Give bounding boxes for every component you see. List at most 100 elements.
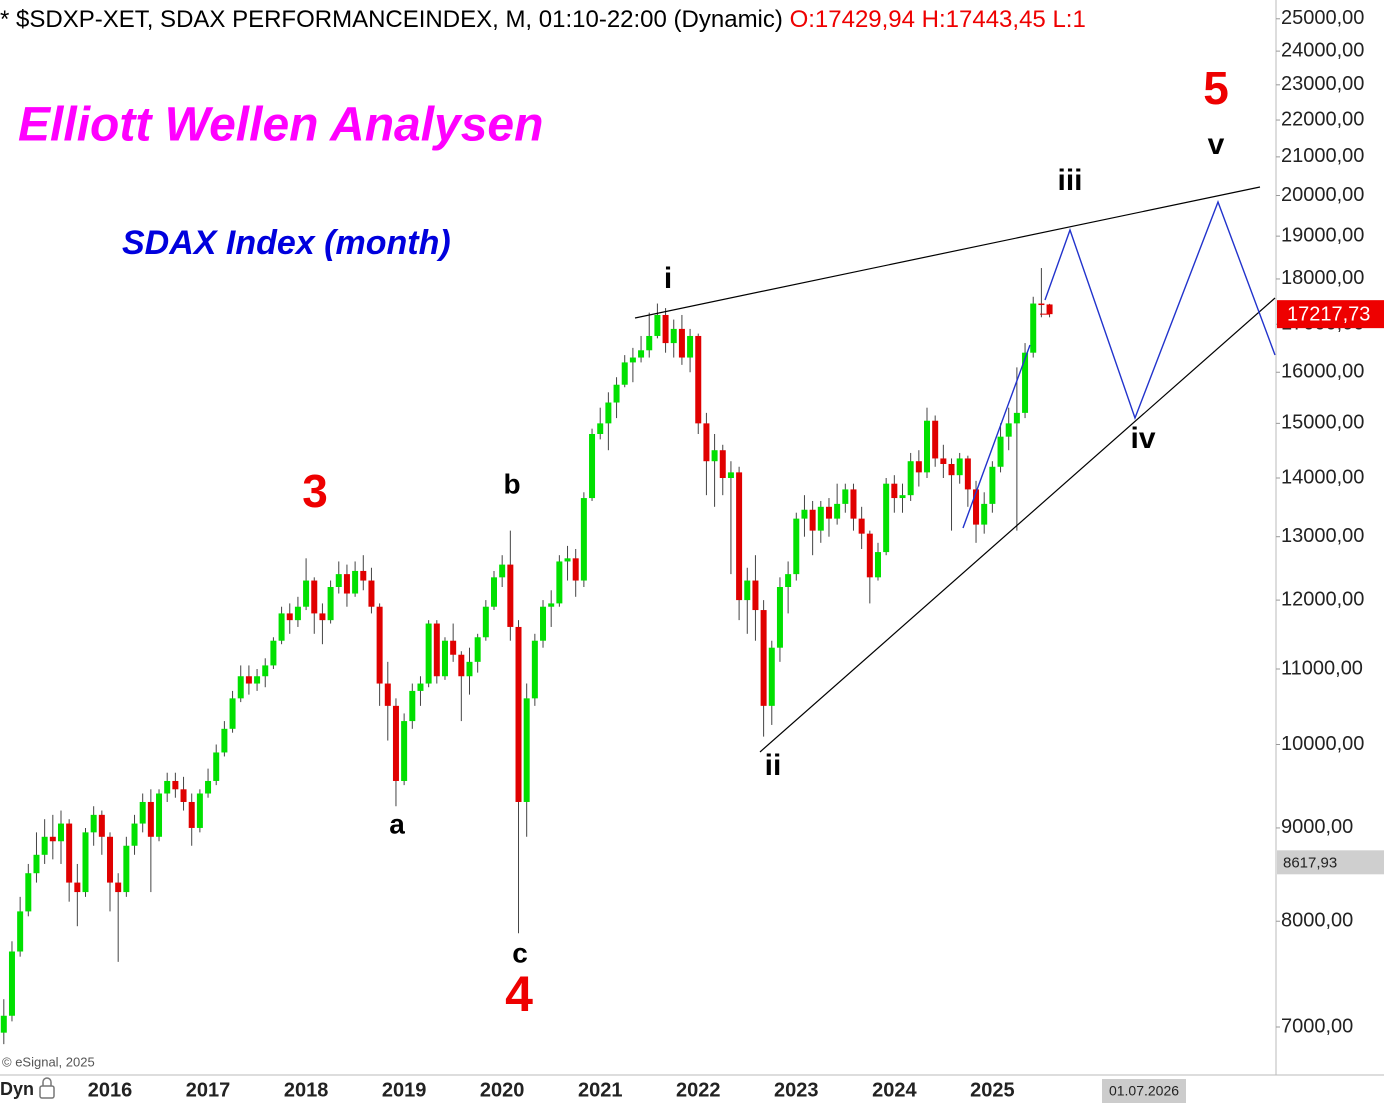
candle-body — [1013, 412, 1020, 424]
candle-body — [172, 780, 179, 790]
candle-body — [776, 587, 783, 648]
symbol-header: * $SDXP-XET, SDAX PERFORMANCEINDEX, M, 0… — [0, 6, 790, 33]
candle-body — [107, 836, 114, 883]
candle-body — [736, 472, 743, 601]
candle-body — [270, 640, 277, 666]
candle-body — [605, 402, 612, 424]
wave-label: i — [664, 262, 672, 295]
candle-body — [458, 654, 465, 677]
candle-body — [907, 461, 914, 496]
candle-body — [997, 436, 1004, 467]
marker-price-label: 8617,93 — [1283, 854, 1337, 871]
candle-body — [695, 335, 702, 424]
candle-body — [883, 483, 890, 553]
candle-body — [752, 580, 759, 611]
candle-body — [842, 489, 849, 504]
candle-body — [188, 801, 195, 828]
candle-body — [523, 698, 530, 802]
candle-body — [597, 423, 604, 434]
candle-body — [450, 640, 457, 655]
candle-body — [572, 558, 579, 581]
candle-body — [1030, 303, 1037, 353]
candle-body — [948, 463, 955, 476]
candle-body — [850, 489, 857, 519]
copyright: © eSignal, 2025 — [2, 1054, 95, 1069]
upper-trendline — [634, 186, 1261, 319]
candle-body — [964, 458, 971, 490]
candle-body — [507, 564, 514, 627]
candle-body — [49, 836, 56, 842]
candle-body — [425, 623, 432, 684]
ohlc-header: O:17429,94 H:17443,45 L:1 — [790, 6, 1086, 33]
candle-body — [687, 335, 694, 358]
candle-body — [294, 606, 301, 621]
candle-body — [352, 570, 359, 594]
candle-body — [245, 676, 252, 684]
candle-body — [303, 580, 310, 607]
candle-body — [401, 721, 408, 781]
candle-body — [866, 533, 873, 578]
candle-body — [482, 606, 489, 638]
lock-icon — [39, 1077, 55, 1099]
y-tick-label: 11000,00 — [1281, 657, 1363, 679]
y-tick-label: 16000,00 — [1281, 361, 1364, 383]
x-tick-label: 2022 — [676, 1079, 721, 1101]
candle-body — [335, 574, 342, 588]
y-tick-label: 18000,00 — [1281, 267, 1364, 289]
y-tick-label: 19000,00 — [1281, 224, 1364, 246]
candle-body — [8, 951, 15, 1016]
x-tick-label: 2024 — [872, 1079, 917, 1101]
candle-body — [678, 328, 685, 358]
wave-label: c — [512, 937, 528, 968]
wave-label: 4 — [505, 966, 533, 1022]
x-tick-label: 2019 — [382, 1079, 427, 1101]
candle-body — [589, 433, 596, 499]
candle-body — [1038, 303, 1045, 306]
candle-body — [621, 362, 628, 385]
y-tick-label: 9000,00 — [1281, 816, 1353, 838]
candle-body — [874, 552, 881, 578]
wave-label: 3 — [302, 465, 328, 517]
candle-body — [0, 1015, 7, 1033]
candle-body — [760, 610, 767, 706]
candle-body — [474, 637, 481, 662]
candle-body — [205, 780, 212, 794]
y-tick-label: 12000,00 — [1281, 588, 1364, 610]
cursor-date-box — [1102, 1079, 1186, 1103]
candle-body — [711, 450, 718, 462]
candle-body — [123, 845, 130, 893]
wave-label: v — [1208, 128, 1225, 161]
y-tick-label: 20000,00 — [1281, 184, 1364, 206]
x-tick-label: 2021 — [578, 1079, 623, 1101]
candle-body — [499, 564, 506, 578]
candle-body — [613, 384, 620, 403]
cursor-date: 01.07.2026 — [1109, 1083, 1179, 1099]
candle-body — [392, 705, 399, 781]
y-tick-label: 13000,00 — [1281, 525, 1364, 547]
candle-body — [662, 314, 669, 344]
wave-label: iii — [1057, 164, 1082, 197]
candle-body — [433, 623, 440, 677]
lower-trendline — [759, 297, 1276, 753]
candle-body — [131, 823, 138, 846]
candle-body — [703, 423, 710, 462]
candle-body — [441, 640, 448, 677]
wave-label: a — [389, 808, 405, 839]
candle-body — [286, 613, 293, 621]
candle-body — [629, 357, 636, 363]
candle-body — [66, 823, 73, 883]
candle-body — [311, 580, 318, 614]
candle-body — [41, 836, 48, 855]
candle-body — [25, 873, 32, 912]
candle-body — [98, 814, 105, 837]
candle-body — [744, 580, 751, 601]
candle-body — [164, 780, 171, 794]
candle-body — [638, 350, 645, 358]
candle-body — [115, 882, 122, 893]
candle-body — [981, 503, 988, 525]
wave-label: ii — [765, 749, 782, 782]
y-tick-label: 10000,00 — [1281, 733, 1364, 755]
candle-body — [548, 603, 555, 607]
candle-body — [956, 458, 963, 476]
candle-body — [515, 626, 522, 802]
